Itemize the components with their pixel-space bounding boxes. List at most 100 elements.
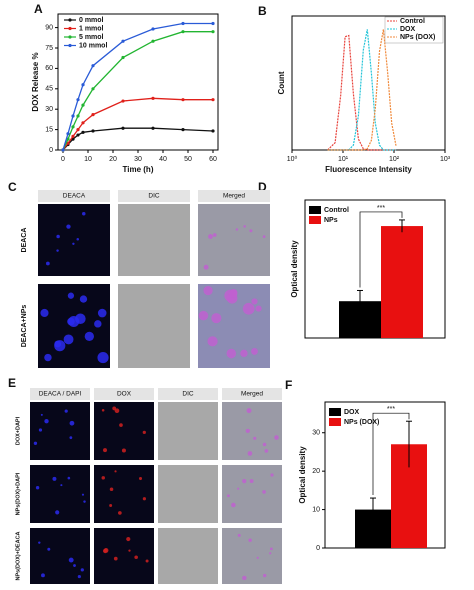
significance-label: ***: [387, 406, 395, 413]
cell: [242, 479, 247, 484]
cell: [229, 289, 238, 298]
cell: [35, 486, 40, 490]
cell: [256, 556, 259, 559]
significance-bracket: [372, 412, 410, 496]
x-tick-label: 0: [61, 156, 65, 163]
cell: [138, 477, 143, 481]
panel-label: A: [34, 2, 43, 16]
x-tick-label: 40: [159, 156, 167, 163]
y-tick-label: 10: [312, 506, 320, 513]
cell: [145, 559, 149, 563]
cell: [251, 298, 258, 305]
y-axis-label: Count: [277, 71, 286, 94]
point: [211, 21, 215, 26]
cell: [84, 331, 95, 342]
point: [81, 130, 85, 134]
cell: [118, 511, 122, 515]
cell: [255, 305, 262, 312]
cell: [237, 533, 241, 537]
point: [91, 129, 95, 133]
legend-marker: [68, 18, 72, 22]
header-bar: [222, 388, 282, 400]
point: [211, 30, 215, 34]
header-bar: [158, 388, 218, 400]
cell: [103, 448, 108, 453]
x-tick-label: 50: [184, 156, 192, 163]
cell: [79, 295, 88, 303]
cell: [248, 538, 252, 542]
point: [81, 83, 85, 87]
cell: [262, 442, 267, 447]
cell: [82, 212, 86, 216]
point: [76, 128, 80, 132]
header-bar: [94, 388, 154, 400]
cell: [113, 556, 118, 561]
cell: [101, 476, 105, 480]
x-tick-label: 10⁰: [287, 155, 298, 163]
y-tick-label: 45: [45, 86, 53, 93]
point: [76, 114, 80, 118]
cell: [269, 552, 272, 555]
point: [181, 98, 185, 102]
point: [151, 27, 155, 31]
x-tick-label: 60: [209, 156, 217, 163]
series-line: [62, 31, 213, 151]
cell: [54, 340, 66, 352]
cell: [55, 510, 60, 515]
cell: [40, 308, 49, 318]
y-tick-label: 60: [45, 65, 53, 72]
point: [76, 98, 80, 102]
micrograph: [118, 204, 190, 276]
point: [91, 87, 95, 91]
y-tick-label: 75: [45, 45, 53, 52]
cell: [231, 502, 236, 508]
cell: [262, 235, 266, 238]
row-label: DOX+DAPI: [15, 416, 21, 445]
cell: [243, 225, 246, 228]
cell: [68, 557, 74, 563]
point: [71, 125, 75, 129]
cell: [212, 233, 217, 237]
cell: [226, 348, 237, 359]
cell: [264, 449, 269, 453]
micrograph: [94, 528, 154, 584]
header-bar: [38, 190, 110, 202]
cell: [69, 420, 75, 426]
cell: [207, 336, 218, 347]
y-axis-label: DOX Release %: [31, 52, 40, 111]
cell: [81, 493, 85, 496]
cell: [47, 547, 51, 551]
legend-marker: [68, 26, 72, 31]
legend-swatch: [329, 408, 341, 416]
micrograph: [158, 465, 218, 523]
y-tick-label: 30: [312, 430, 320, 437]
micrograph: [222, 465, 282, 523]
cell: [134, 555, 138, 560]
series-line: [327, 29, 397, 151]
y-tick-label: 90: [45, 24, 53, 31]
cell: [76, 237, 80, 241]
cell: [97, 352, 109, 364]
legend-swatch: [309, 206, 321, 214]
point: [211, 98, 215, 102]
x-tick-label: 20: [109, 156, 117, 163]
cell: [247, 451, 253, 456]
x-tick-label: 10: [84, 156, 92, 163]
x-axis-label: Time (h): [123, 165, 154, 174]
cell: [67, 317, 75, 326]
cell: [44, 353, 52, 362]
point: [121, 39, 125, 43]
cell: [56, 234, 60, 239]
point: [211, 129, 215, 133]
cell: [203, 285, 213, 296]
cell: [60, 484, 63, 487]
cell: [101, 409, 105, 412]
legend-label: 5 mmol: [79, 34, 104, 41]
cell: [77, 575, 81, 579]
legend-marker: [68, 35, 72, 39]
legend-swatch: [309, 216, 321, 224]
cell: [109, 487, 114, 492]
row-label: DEACA: [21, 228, 28, 253]
cell: [203, 264, 209, 270]
